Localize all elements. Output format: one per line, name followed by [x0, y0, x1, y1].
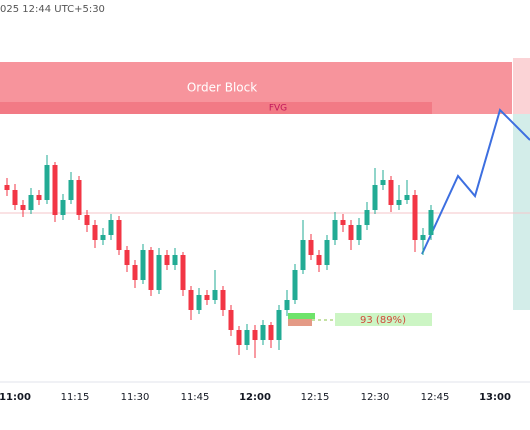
candle-body — [260, 325, 266, 340]
candle-body — [108, 220, 114, 235]
candle-body — [188, 290, 194, 310]
candle-body — [420, 235, 426, 240]
x-tick-label: 13:00 — [479, 392, 511, 403]
candle-body — [84, 215, 90, 225]
candle-body — [156, 255, 162, 290]
candle-body — [428, 210, 434, 235]
candle-body — [68, 180, 74, 200]
candle-body — [412, 195, 418, 240]
candle-body — [276, 310, 282, 340]
candle-body — [388, 180, 394, 205]
candle-body — [116, 220, 122, 250]
candle-body — [148, 250, 154, 290]
candle-body — [316, 255, 322, 265]
header-text: 025 12:44 UTC+5:30 — [0, 4, 105, 15]
candle-body — [60, 200, 66, 215]
candle-body — [228, 310, 234, 330]
candle-body — [356, 225, 362, 240]
candle-body — [348, 225, 354, 240]
candle-body — [140, 250, 146, 280]
candle-body — [220, 290, 226, 310]
candle-body — [292, 270, 298, 300]
candle-body — [92, 225, 98, 240]
candle-body — [324, 240, 330, 265]
candle-body — [332, 220, 338, 240]
candle-body — [36, 195, 42, 200]
reward-box — [513, 114, 530, 310]
candle-body — [236, 330, 242, 345]
candle-body — [404, 195, 410, 200]
candle-body — [164, 255, 170, 265]
position-loss — [288, 319, 312, 326]
candle-body — [244, 330, 250, 345]
candle-body — [12, 190, 18, 205]
candle-body — [20, 205, 26, 210]
candle-body — [28, 195, 34, 210]
candle-body — [4, 185, 10, 190]
x-tick-label: 12:00 — [239, 392, 271, 403]
candle-body — [340, 220, 346, 225]
fvg-zone — [0, 102, 432, 114]
x-tick-label: 11:15 — [61, 392, 90, 403]
candle-body — [100, 235, 106, 240]
candle-body — [396, 200, 402, 205]
position-box — [335, 313, 432, 326]
candle-body — [212, 290, 218, 300]
order-block-label: Order Block — [187, 81, 257, 95]
candle-body — [364, 210, 370, 225]
candle-body — [372, 185, 378, 210]
candle-body — [76, 180, 82, 215]
x-tick-label: 12:30 — [361, 392, 390, 403]
candle-body — [252, 330, 258, 340]
x-tick-label: 12:45 — [421, 392, 450, 403]
x-tick-label: 11:00 — [0, 392, 31, 403]
candle-body — [204, 295, 210, 300]
x-tick-label: 11:45 — [181, 392, 210, 403]
candle-body — [284, 300, 290, 310]
candle-body — [52, 165, 58, 215]
candle-body — [132, 265, 138, 280]
candle-body — [124, 250, 130, 265]
candle-body — [300, 240, 306, 270]
x-tick-label: 12:15 — [301, 392, 330, 403]
risk-box — [513, 58, 530, 114]
fvg-label: FVG — [269, 104, 287, 114]
candle-body — [172, 255, 178, 265]
candle-body — [180, 255, 186, 290]
candle-body — [196, 295, 202, 310]
candle-body — [44, 165, 50, 200]
position-profit — [288, 313, 315, 319]
candle-body — [268, 325, 274, 340]
x-tick-label: 11:30 — [121, 392, 150, 403]
position-label: 93 (89%) — [360, 315, 406, 326]
candle-body — [308, 240, 314, 255]
projection-line — [421, 108, 530, 255]
candle-body — [380, 180, 386, 185]
